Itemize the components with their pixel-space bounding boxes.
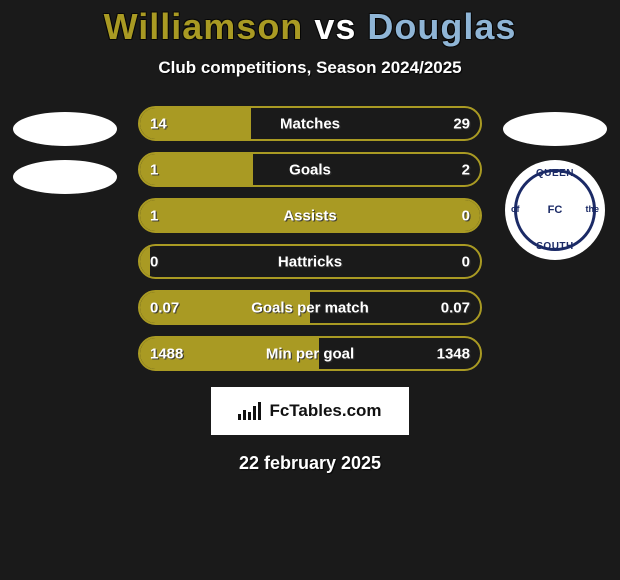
stat-bar: 0 Hattricks 0 xyxy=(138,244,482,279)
title-player-left: Williamson xyxy=(104,6,304,47)
player-badge-left-1 xyxy=(13,112,117,146)
stat-value-right: 29 xyxy=(453,115,470,132)
crest-text-top: QUEEN xyxy=(536,168,574,179)
crest-text-left: of xyxy=(511,204,520,214)
club-crest: QUEEN of the SOUTH FC xyxy=(505,160,605,260)
crest-text-right: the xyxy=(586,204,600,214)
brand-label: FcTables.com xyxy=(269,401,381,421)
subtitle: Club competitions, Season 2024/2025 xyxy=(0,58,620,78)
page-title: Williamson vs Douglas xyxy=(0,6,620,48)
stat-bar: 1 Assists 0 xyxy=(138,198,482,233)
title-player-right: Douglas xyxy=(367,6,516,47)
chart-icon xyxy=(238,402,261,420)
title-vs: vs xyxy=(314,6,356,47)
stat-label: Assists xyxy=(283,207,336,224)
content-row: 14 Matches 29 1 Goals 2 1 Assists 0 0 Hattricks 0 0.… xyxy=(0,106,620,371)
stat-value-left: 1 xyxy=(150,207,158,224)
stat-label: Goals xyxy=(289,161,331,178)
date-label: 22 february 2025 xyxy=(0,453,620,474)
stat-value-left: 1488 xyxy=(150,345,183,362)
stat-value-right: 0 xyxy=(462,253,470,270)
player-badge-right-1 xyxy=(503,112,607,146)
crest-text-bottom: SOUTH xyxy=(536,241,574,252)
crest-center: FC xyxy=(514,169,596,251)
stat-label: Min per goal xyxy=(266,345,354,362)
player-badge-left-2 xyxy=(13,160,117,194)
stat-value-right: 2 xyxy=(462,161,470,178)
stat-value-right: 1348 xyxy=(437,345,470,362)
comparison-bars: 14 Matches 29 1 Goals 2 1 Assists 0 0 Hattricks 0 0.… xyxy=(138,106,482,371)
stat-bar-fill xyxy=(140,246,150,277)
stat-value-left: 0.07 xyxy=(150,299,179,316)
stat-value-right: 0.07 xyxy=(441,299,470,316)
stat-value-right: 0 xyxy=(462,207,470,224)
stat-bar: 14 Matches 29 xyxy=(138,106,482,141)
stat-label: Hattricks xyxy=(278,253,342,270)
stat-value-left: 0 xyxy=(150,253,158,270)
stat-bar: 1 Goals 2 xyxy=(138,152,482,187)
left-badge-column xyxy=(10,106,120,194)
page: Williamson vs Douglas Club competitions,… xyxy=(0,0,620,580)
stat-label: Goals per match xyxy=(251,299,369,316)
stat-bar: 0.07 Goals per match 0.07 xyxy=(138,290,482,325)
stat-value-left: 1 xyxy=(150,161,158,178)
right-badge-column: QUEEN of the SOUTH FC xyxy=(500,106,610,260)
stat-bar: 1488 Min per goal 1348 xyxy=(138,336,482,371)
stat-value-left: 14 xyxy=(150,115,167,132)
stat-label: Matches xyxy=(280,115,340,132)
brand-pill[interactable]: FcTables.com xyxy=(211,387,409,435)
